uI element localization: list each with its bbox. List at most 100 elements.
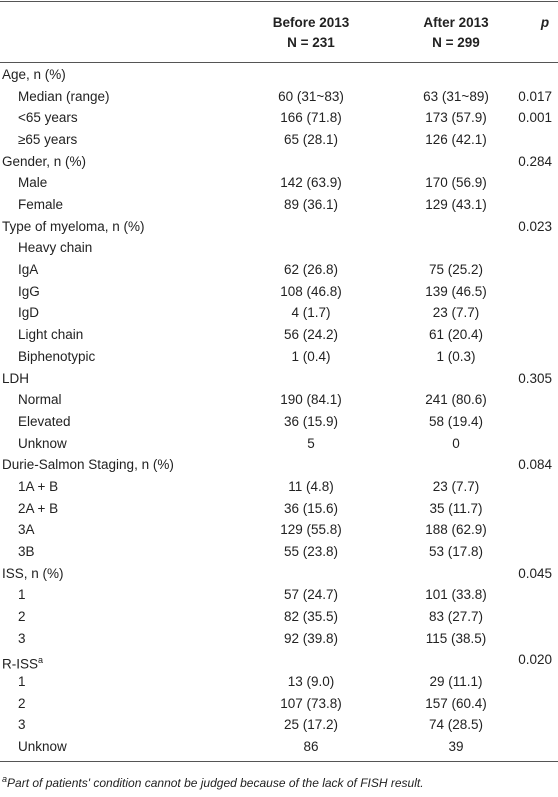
section-label: Durie-Salmon Staging, n (%): [2, 457, 174, 473]
row-label: IgG: [18, 283, 40, 299]
before-cell: 190 (84.1): [280, 392, 342, 408]
p-cell: 0.045: [518, 565, 552, 581]
row-label: Female: [18, 197, 64, 213]
note-mark: a: [38, 655, 44, 666]
header-text: N = 299: [432, 35, 480, 50]
header-text: After 2013: [423, 15, 489, 30]
row-label: Elevated: [18, 413, 71, 429]
row-label: Median (range): [18, 88, 110, 104]
header-cell: p: [540, 15, 550, 30]
after-cell: 58 (19.4): [428, 413, 484, 429]
before-cell: 129 (55.8): [280, 522, 342, 538]
section-label: R-ISSa: [2, 655, 44, 672]
row-label: Light chain: [18, 327, 84, 343]
before-cell: 1 (0.4): [291, 348, 331, 364]
before-cell: 92 (39.8): [283, 630, 339, 646]
footnote-mark: a: [2, 773, 8, 784]
p-cell: 0.305: [518, 370, 552, 386]
before-cell: 89 (36.1): [283, 197, 339, 213]
before-cell: 25 (17.2): [283, 717, 339, 733]
row-label: Normal: [18, 392, 62, 408]
row-label: 2: [18, 609, 26, 624]
p-cell: 0.017: [518, 88, 552, 104]
row-label: IgA: [18, 262, 39, 278]
after-cell: 188 (62.9): [425, 522, 487, 538]
before-cell: 107 (73.8): [280, 695, 342, 711]
before-cell: 5: [307, 435, 315, 451]
after-cell: 115 (38.5): [425, 630, 487, 646]
before-cell: 36 (15.9): [283, 413, 339, 429]
before-cell: 55 (23.8): [283, 543, 339, 559]
row-label: 3B: [18, 543, 35, 559]
before-cell: 57 (24.7): [283, 587, 339, 603]
after-cell: 157 (60.4): [425, 695, 487, 711]
header-rule: [0, 62, 558, 63]
row-label: 2: [18, 695, 26, 711]
before-cell: 60 (31~83): [278, 88, 344, 104]
after-cell: 83 (27.7): [428, 609, 484, 624]
before-cell: 56 (24.2): [283, 327, 339, 343]
before-cell: 142 (63.9): [280, 175, 342, 191]
section-label: LDH: [2, 370, 30, 386]
before-cell: 108 (46.8): [280, 283, 342, 299]
row-label: Heavy chain: [18, 240, 93, 256]
row-label: Male: [18, 175, 48, 191]
after-cell: 0: [452, 435, 460, 451]
row-label: 1: [18, 587, 26, 603]
bottom-rule: [0, 760, 558, 762]
after-cell: 61 (20.4): [428, 327, 484, 343]
after-cell: 29 (11.1): [429, 674, 483, 690]
header-cell: Before 2013 N = 231: [253, 13, 369, 53]
header-text: Before 2013: [272, 15, 350, 30]
p-cell: 0.001: [518, 110, 552, 126]
after-cell: 39: [448, 739, 464, 755]
before-cell: 65 (28.1): [283, 132, 339, 148]
row-label: 3A: [18, 522, 35, 538]
before-cell: 62 (26.8): [283, 262, 339, 278]
before-cell: 4 (1.7): [291, 305, 331, 321]
section-label: Type of myeloma, n (%): [2, 218, 145, 234]
row-label: ≥65 years: [18, 132, 78, 148]
row-label: Biphenotypic: [18, 348, 96, 364]
p-cell: 0.084: [518, 457, 552, 473]
before-cell: 13 (9.0): [287, 674, 335, 690]
footnote-text: Part of patients' condition cannot be ju…: [7, 775, 424, 790]
after-cell: 170 (56.9): [425, 175, 487, 191]
section-label: Age, n (%): [2, 67, 66, 82]
after-cell: 126 (42.1): [425, 132, 487, 148]
row-label: 1A + B: [18, 478, 59, 494]
top-rule: [0, 1, 558, 2]
p-cell: 0.023: [518, 218, 552, 234]
after-cell: 23 (7.7): [432, 305, 480, 321]
row-label: IgD: [18, 305, 40, 321]
row-label: 3: [18, 630, 26, 646]
after-cell: 101 (33.8): [425, 587, 487, 603]
header-cell: After 2013 N = 299: [398, 13, 514, 53]
before-cell: 166 (71.8): [280, 110, 342, 126]
after-cell: 139 (46.5): [425, 283, 487, 299]
after-cell: 241 (80.6): [425, 392, 487, 408]
after-cell: 129 (43.1): [425, 197, 487, 213]
before-cell: 11 (4.8): [288, 478, 334, 494]
header-text: N = 231: [287, 35, 335, 50]
after-cell: 35 (11.7): [429, 500, 483, 516]
before-cell: 86: [303, 739, 319, 755]
row-label: 1: [18, 674, 26, 690]
after-cell: 53 (17.8): [428, 543, 484, 559]
p-cell: 0.284: [518, 153, 552, 169]
row-label: <65 years: [18, 110, 78, 126]
section-label: Gender, n (%): [2, 153, 87, 169]
after-cell: 75 (25.2): [428, 262, 484, 278]
p-cell: 0.020: [518, 652, 552, 668]
before-cell: 82 (35.5): [283, 609, 339, 624]
before-cell: 36 (15.6): [283, 500, 339, 516]
section-label: ISS, n (%): [2, 565, 64, 581]
row-label: 3: [18, 717, 26, 733]
after-cell: 1 (0.3): [436, 348, 476, 364]
footnote: aPart of patients' condition cannot be j…: [2, 769, 424, 793]
after-cell: 74 (28.5): [428, 717, 484, 733]
row-label: Unknow: [18, 739, 67, 755]
row-label: 2A + B: [18, 500, 59, 516]
after-cell: 63 (31~89): [423, 88, 489, 104]
